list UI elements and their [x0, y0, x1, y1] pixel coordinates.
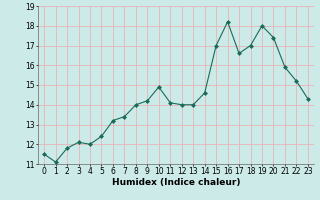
- X-axis label: Humidex (Indice chaleur): Humidex (Indice chaleur): [112, 178, 240, 187]
